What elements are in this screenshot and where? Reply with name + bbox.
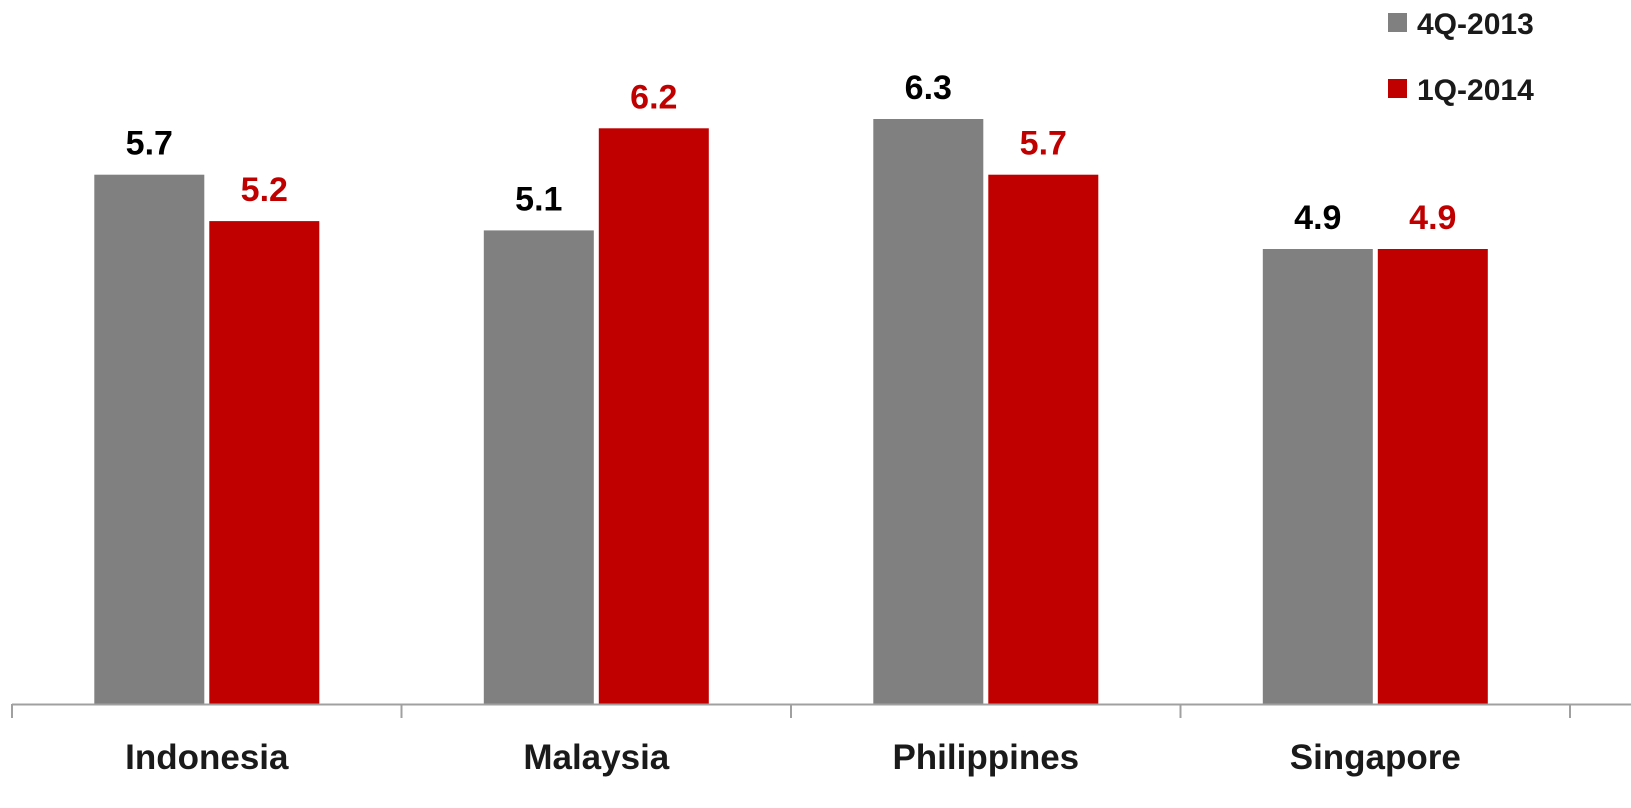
bar-philippines-series-1 <box>873 119 984 704</box>
data-label-indonesia-series-1: 5.7 <box>126 125 173 163</box>
category-labels-layer: Indonesia Malaysia Philippines Singapore <box>125 738 1461 777</box>
data-label-indonesia-series-2: 5.2 <box>241 171 288 209</box>
x-axis <box>11 703 1631 718</box>
x-tick-label-malaysia: Malaysia <box>523 738 669 777</box>
legend-swatch-series-2 <box>1388 79 1407 98</box>
data-label-singapore-series-2: 4.9 <box>1409 199 1456 237</box>
bar-singapore-series-1 <box>1262 249 1373 704</box>
data-label-philippines-series-1: 6.3 <box>905 69 952 107</box>
bar-indonesia-series-2 <box>209 221 320 704</box>
bar-malaysia-series-1 <box>483 230 594 704</box>
x-tick-label-philippines: Philippines <box>892 738 1079 777</box>
bar-philippines-series-2 <box>988 174 1099 704</box>
legend-label-series-1: 4Q-2013 <box>1417 8 1534 41</box>
value-labels-layer: 5.7 5.2 5.1 6.2 6.3 5.7 4.9 4.9 <box>126 69 1457 237</box>
bar-indonesia-series-1 <box>94 174 205 704</box>
legend: 4Q-2013 1Q-2014 <box>1388 8 1534 107</box>
legend-label-series-2: 1Q-2014 <box>1417 74 1534 107</box>
bars-layer <box>94 119 1488 705</box>
x-tick-label-indonesia: Indonesia <box>125 738 289 777</box>
bar-singapore-series-2 <box>1377 249 1488 704</box>
data-label-singapore-series-1: 4.9 <box>1294 199 1341 237</box>
bar-malaysia-series-2 <box>598 128 709 705</box>
data-label-malaysia-series-2: 6.2 <box>630 78 677 116</box>
x-tick-label-singapore: Singapore <box>1290 738 1461 777</box>
data-label-malaysia-series-1: 5.1 <box>515 180 562 218</box>
legend-swatch-series-1 <box>1388 13 1407 32</box>
data-label-philippines-series-2: 5.7 <box>1020 125 1067 163</box>
